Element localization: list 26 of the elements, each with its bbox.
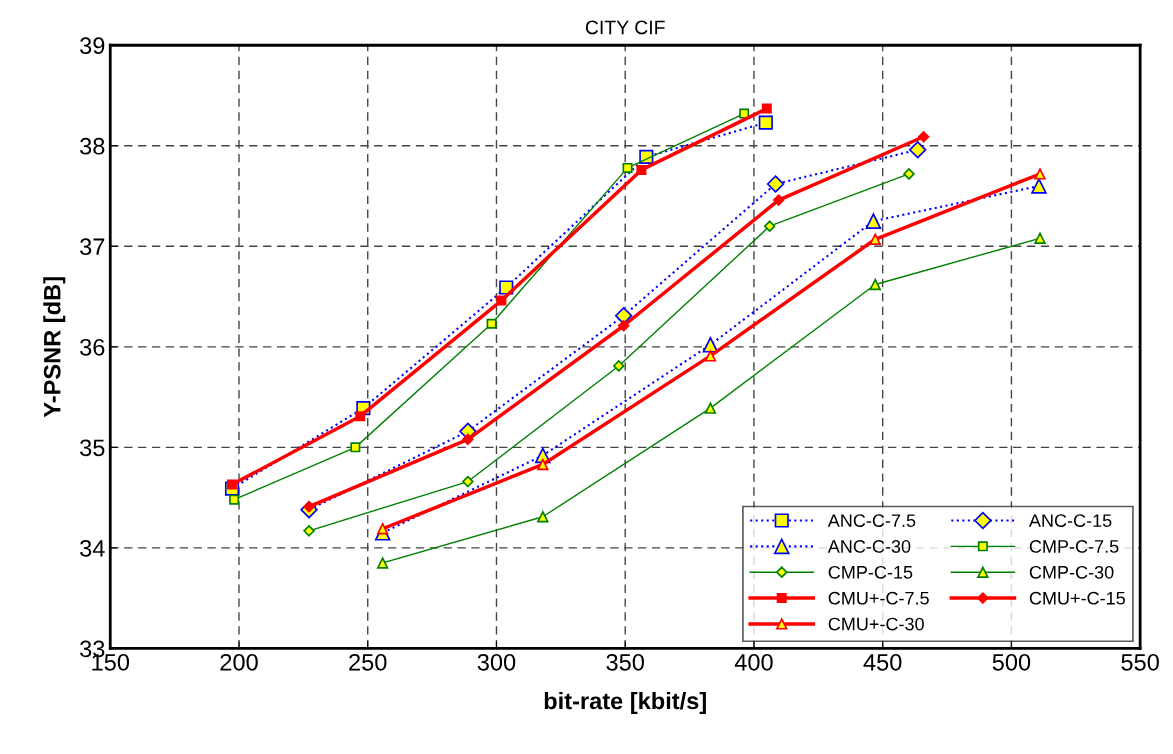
- legend-label: ANC-C-30: [827, 540, 911, 553]
- x-tick-label: 250: [349, 653, 387, 671]
- x-tick-label: 350: [606, 653, 644, 671]
- y-tick-label: 39: [80, 37, 105, 55]
- y-tick-label: 37: [80, 238, 105, 256]
- x-tick-label: 500: [992, 653, 1031, 671]
- y-tick-label: 34: [80, 539, 105, 557]
- legend-label: CMU+-C-30: [828, 617, 924, 631]
- legend-label: ANC-C-15: [1028, 514, 1112, 527]
- x-tick-label: 550: [1121, 653, 1159, 671]
- x-tick-label: 400: [734, 653, 773, 671]
- chart-title: CITY CIF: [585, 20, 665, 35]
- y-axis-title: Y-PSNR [dB]: [43, 277, 66, 418]
- legend-label: CMU+-C-7.5: [828, 591, 929, 605]
- x-tick-label: 200: [220, 653, 258, 671]
- x-tick-label: 450: [863, 653, 902, 671]
- y-tick-label: 38: [80, 137, 105, 155]
- legend-label: ANC-C-7.5: [827, 514, 916, 527]
- x-tick-label: 300: [477, 653, 516, 671]
- legend-label: CMP-C-30: [1029, 565, 1114, 579]
- legend-label: CMP-C-15: [828, 565, 913, 579]
- legend-label: CMU+-C-15: [1029, 591, 1125, 605]
- y-tick-label: 35: [80, 439, 105, 457]
- legend-label: CMP-C-7.5: [1029, 540, 1119, 553]
- y-tick-label: 36: [80, 338, 105, 356]
- x-axis-title: bit-rate [kbit/s]: [544, 691, 706, 714]
